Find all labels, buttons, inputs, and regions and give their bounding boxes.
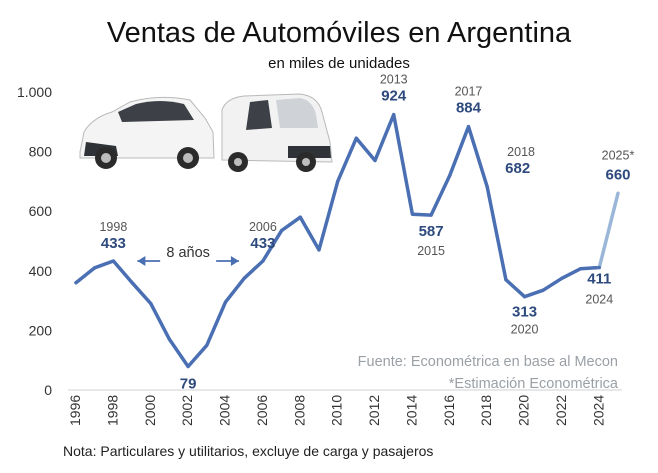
data-point bbox=[336, 179, 340, 183]
data-point bbox=[560, 276, 564, 280]
data-label-value: 433 bbox=[250, 235, 275, 252]
data-point bbox=[354, 136, 358, 140]
data-point bbox=[149, 301, 153, 306]
arrow-head-left-icon bbox=[137, 256, 146, 266]
data-point bbox=[111, 259, 115, 263]
data-point bbox=[522, 295, 527, 299]
data-point bbox=[373, 158, 377, 163]
data-point bbox=[429, 213, 433, 217]
x-tick-label: 2002 bbox=[179, 395, 195, 426]
x-tick-label: 1996 bbox=[67, 395, 83, 426]
x-tick-label: 2018 bbox=[478, 395, 494, 426]
data-point bbox=[242, 276, 246, 280]
x-tick-label: 2016 bbox=[441, 395, 457, 426]
x-tick-label: 2022 bbox=[553, 395, 569, 426]
arrow-head-right-icon bbox=[230, 256, 239, 266]
span-arrow: 8 años bbox=[137, 245, 239, 269]
x-tick-label: 2012 bbox=[366, 395, 382, 426]
data-point bbox=[74, 281, 78, 285]
y-tick-label: 200 bbox=[29, 322, 53, 338]
data-label-year: 2018 bbox=[507, 145, 535, 159]
x-tick-label: 1998 bbox=[104, 395, 120, 426]
data-label-year: 2017 bbox=[455, 85, 483, 99]
data-label-value: 587 bbox=[419, 223, 444, 240]
van-image bbox=[221, 93, 333, 172]
data-point bbox=[223, 300, 228, 304]
x-tick-label: 2014 bbox=[403, 395, 419, 426]
estimate-note: *Estimación Econométrica bbox=[449, 376, 619, 392]
data-point bbox=[466, 124, 471, 129]
data-label-value: 660 bbox=[605, 166, 630, 183]
data-point bbox=[130, 281, 134, 285]
data-point bbox=[167, 337, 172, 341]
y-tick-label: 1.000 bbox=[17, 84, 52, 100]
span-label-bg bbox=[160, 249, 217, 269]
x-tick-label: 2008 bbox=[291, 395, 307, 426]
y-tick-label: 600 bbox=[29, 203, 53, 219]
data-point bbox=[205, 343, 209, 347]
data-label-year: 2013 bbox=[380, 73, 408, 87]
data-point bbox=[448, 173, 452, 178]
hatchback-car-image bbox=[79, 96, 215, 169]
chart-title: Ventas de Automóviles en Argentina bbox=[107, 17, 572, 49]
data-point bbox=[541, 288, 545, 292]
x-tick-label: 2020 bbox=[516, 395, 532, 426]
y-axis-ticks: 0 200 400 600 800 1.000 bbox=[17, 84, 52, 398]
data-label-value: 924 bbox=[381, 88, 407, 105]
sales-series bbox=[74, 112, 620, 369]
x-tick-label: 2024 bbox=[590, 395, 606, 426]
data-point bbox=[392, 113, 396, 117]
data-label-value: 79 bbox=[180, 375, 197, 392]
chart-subtitle: en miles de unidades bbox=[268, 55, 410, 72]
data-point bbox=[93, 266, 97, 270]
x-tick-label: 2010 bbox=[329, 395, 345, 426]
data-point bbox=[279, 228, 284, 233]
data-label-year: 2024 bbox=[585, 293, 613, 307]
data-point bbox=[579, 267, 583, 271]
data-label-year: 1998 bbox=[99, 220, 127, 234]
data-point bbox=[504, 278, 508, 282]
data-label-value: 313 bbox=[512, 304, 537, 321]
data-label-value: 884 bbox=[456, 100, 482, 117]
data-label-year: 2015 bbox=[417, 244, 445, 258]
x-tick-label: 2006 bbox=[254, 395, 270, 426]
x-axis-ticks: 1996 1998 2000 2002 2004 2006 2008 2010 2012 2014… bbox=[67, 395, 606, 426]
data-label-year: 2025* bbox=[602, 148, 635, 162]
footnote: Nota: Particulares y utilitarios, excluy… bbox=[63, 443, 433, 459]
x-tick-label: 2000 bbox=[142, 395, 158, 426]
span-label: 8 años bbox=[166, 245, 210, 261]
data-label-value: 682 bbox=[505, 160, 530, 177]
x-tick-label: 2004 bbox=[217, 395, 233, 426]
y-tick-label: 0 bbox=[44, 382, 52, 398]
y-tick-label: 400 bbox=[29, 263, 53, 279]
data-point bbox=[261, 259, 265, 263]
data-label-value: 433 bbox=[101, 235, 126, 252]
data-point bbox=[410, 212, 415, 216]
data-point bbox=[317, 248, 321, 252]
estimate-line bbox=[597, 191, 620, 270]
data-point bbox=[298, 215, 302, 219]
y-tick-label: 800 bbox=[29, 144, 53, 160]
data-labels: 4331998794332006924201358720158842017682… bbox=[99, 73, 634, 393]
data-point bbox=[597, 265, 601, 270]
data-point bbox=[485, 185, 489, 189]
data-label-year: 2020 bbox=[511, 323, 539, 337]
data-label-value: 411 bbox=[587, 271, 611, 288]
source-note: Fuente: Econométrica en base al Mecon bbox=[358, 354, 618, 370]
data-label-year: 2006 bbox=[249, 220, 277, 234]
data-point bbox=[186, 364, 190, 369]
data-point bbox=[616, 191, 620, 195]
